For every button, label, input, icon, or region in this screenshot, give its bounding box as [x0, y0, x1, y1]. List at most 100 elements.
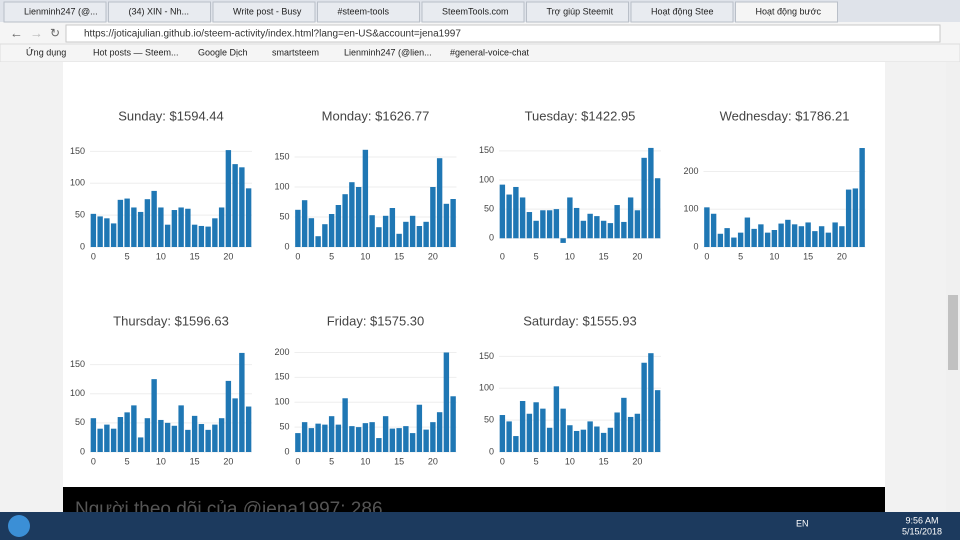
scroll-thumb[interactable] [948, 295, 958, 370]
tab-title: SteemTools.com [442, 6, 509, 16]
bookmark[interactable]: Ứng dụng [26, 47, 66, 57]
bar [580, 220, 587, 239]
bar [499, 184, 506, 239]
y-tick-label: 100 [70, 178, 85, 188]
x-tick-label: 10 [360, 456, 370, 466]
bar [654, 390, 661, 452]
x-tick-label: 5 [125, 456, 130, 466]
tab-title: (34) XIN - Nh... [129, 6, 190, 16]
y-tick-label: 0 [489, 446, 494, 456]
bar [198, 424, 205, 452]
bar [335, 205, 342, 247]
bar [396, 428, 402, 452]
bar [90, 213, 97, 247]
bar [717, 233, 724, 247]
address-bar[interactable] [65, 24, 941, 43]
bar [710, 213, 717, 247]
back[interactable]: ← [10, 25, 23, 40]
tab[interactable] [421, 1, 525, 23]
bar [349, 182, 355, 247]
x-tick-label: 0 [704, 251, 709, 261]
bar [614, 412, 620, 452]
clock-date: 5/15/2018 [902, 526, 942, 536]
bookmark[interactable]: smartsteem [272, 47, 319, 57]
bar [137, 211, 144, 247]
y-tick-label: 200 [683, 166, 698, 176]
bar [232, 398, 238, 452]
tab[interactable] [108, 1, 211, 23]
tab-title: Write post - Busy [233, 6, 302, 16]
tab[interactable] [317, 1, 420, 23]
y-tick-label: 100 [479, 383, 494, 393]
bar [724, 228, 730, 247]
bar [785, 219, 791, 247]
tab[interactable] [526, 1, 629, 23]
bar [573, 207, 580, 239]
bar [533, 402, 539, 452]
bar [389, 208, 396, 247]
bookmark[interactable]: #general-voice-chat [450, 47, 530, 57]
bar [443, 352, 450, 452]
bar [607, 427, 614, 452]
bar [396, 233, 402, 247]
bar [90, 418, 97, 452]
bar [540, 210, 546, 239]
bar [513, 186, 519, 239]
bar [178, 207, 184, 247]
x-tick-label: 5 [125, 251, 130, 261]
bar [764, 232, 771, 247]
reload[interactable]: ↻ [50, 26, 60, 40]
y-tick-label: 100 [479, 174, 494, 184]
bar [362, 423, 369, 452]
tab[interactable] [212, 1, 316, 23]
x-tick-label: 5 [329, 456, 334, 466]
bar [648, 353, 654, 452]
bar [771, 230, 778, 247]
bar [627, 197, 634, 239]
bar [355, 187, 362, 247]
bar [137, 437, 144, 452]
x-tick-label: 5 [738, 251, 743, 261]
y-tick-label: 150 [70, 359, 85, 369]
tab[interactable] [735, 1, 838, 23]
bar [600, 220, 607, 239]
bar [648, 147, 654, 239]
bookmark[interactable]: Hot posts — Steem... [93, 47, 179, 57]
x-tick-label: 10 [565, 456, 575, 466]
tab[interactable] [630, 1, 734, 23]
x-tick-label: 15 [190, 251, 200, 261]
x-tick-label: 0 [91, 251, 96, 261]
x-tick-label: 15 [599, 456, 609, 466]
y-tick-label: 100 [683, 204, 698, 214]
x-tick-label: 20 [428, 251, 438, 261]
bar [295, 209, 301, 247]
bar [416, 404, 423, 452]
footer-band [63, 487, 885, 512]
bookmark[interactable]: Lienminh247 (@lien... [344, 47, 432, 57]
bar [519, 401, 526, 452]
bar [621, 221, 627, 239]
tab[interactable] [3, 1, 107, 23]
bar [812, 231, 818, 247]
bar [403, 221, 409, 247]
y-tick-label: 150 [274, 372, 289, 382]
bar [185, 429, 191, 452]
bar [513, 436, 519, 452]
forward[interactable]: → [30, 25, 43, 40]
bar [97, 216, 103, 247]
bar [171, 425, 178, 452]
bar [526, 212, 533, 239]
bar [641, 157, 647, 239]
lang: EN [796, 518, 809, 528]
bar [852, 188, 859, 247]
y-tick-label: 0 [284, 446, 289, 456]
bar [737, 232, 744, 247]
bar [594, 426, 600, 452]
bookmark[interactable]: Google Dịch [198, 47, 248, 57]
scrollbar[interactable] [946, 62, 960, 512]
x-tick-label: 15 [599, 251, 609, 261]
start-button[interactable] [8, 515, 30, 537]
y-tick-label: 100 [70, 388, 85, 398]
bar [232, 164, 238, 247]
bar [567, 425, 573, 452]
